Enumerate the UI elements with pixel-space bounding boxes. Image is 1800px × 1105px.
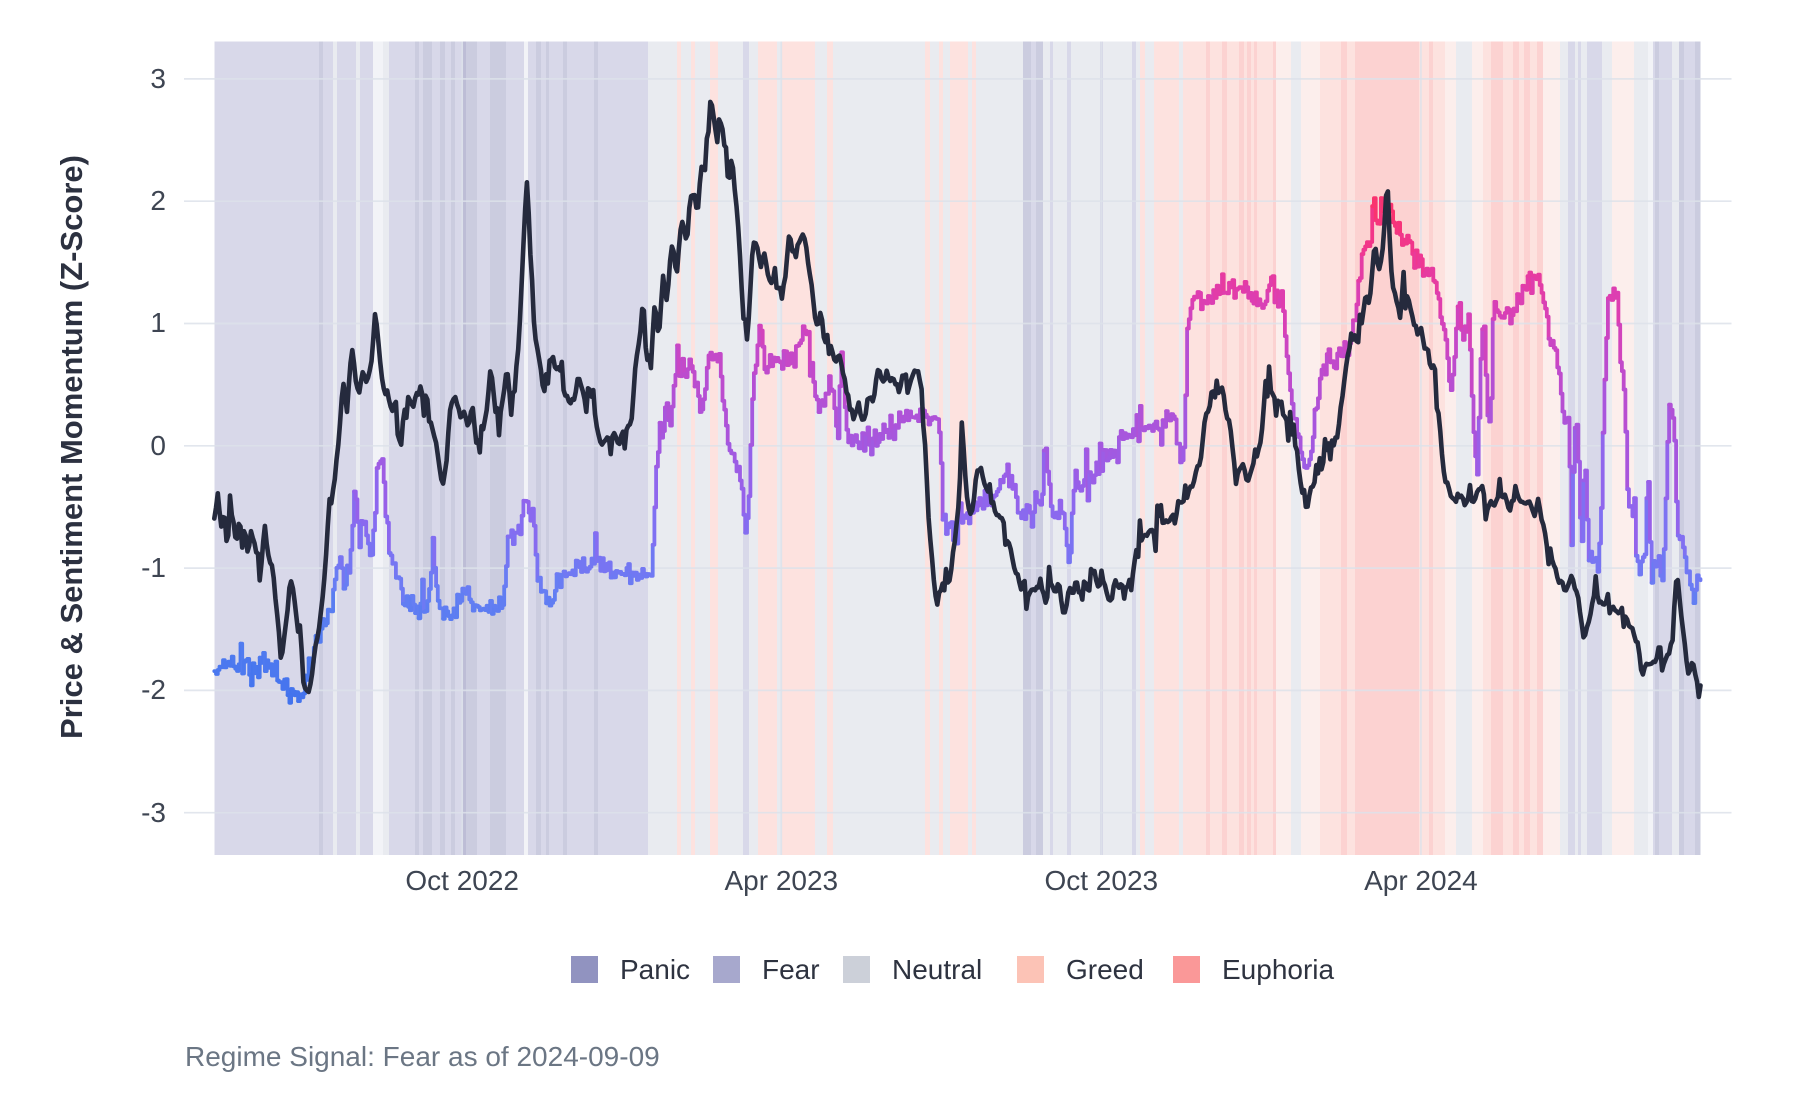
svg-text:0: 0 bbox=[150, 430, 166, 461]
svg-text:3: 3 bbox=[150, 63, 166, 94]
svg-text:Neutral: Neutral bbox=[892, 954, 982, 985]
svg-text:Apr 2024: Apr 2024 bbox=[1364, 865, 1478, 896]
svg-text:Regime Signal: Fear as of 2024: Regime Signal: Fear as of 2024-09-09 bbox=[185, 1041, 660, 1072]
svg-text:-1: -1 bbox=[141, 552, 166, 583]
svg-text:-2: -2 bbox=[141, 674, 166, 705]
svg-text:Oct 2022: Oct 2022 bbox=[405, 865, 519, 896]
svg-text:Fear: Fear bbox=[762, 954, 820, 985]
svg-text:Greed: Greed bbox=[1066, 954, 1144, 985]
svg-text:Euphoria: Euphoria bbox=[1222, 954, 1335, 985]
svg-text:Apr 2023: Apr 2023 bbox=[724, 865, 838, 896]
svg-text:Price & Sentiment Momentum (Z-: Price & Sentiment Momentum (Z-Score) bbox=[54, 155, 89, 739]
svg-text:2: 2 bbox=[150, 185, 166, 216]
svg-text:-3: -3 bbox=[141, 797, 166, 828]
svg-text:Panic: Panic bbox=[620, 954, 690, 985]
svg-text:Oct 2023: Oct 2023 bbox=[1044, 865, 1158, 896]
svg-text:1: 1 bbox=[150, 307, 166, 338]
